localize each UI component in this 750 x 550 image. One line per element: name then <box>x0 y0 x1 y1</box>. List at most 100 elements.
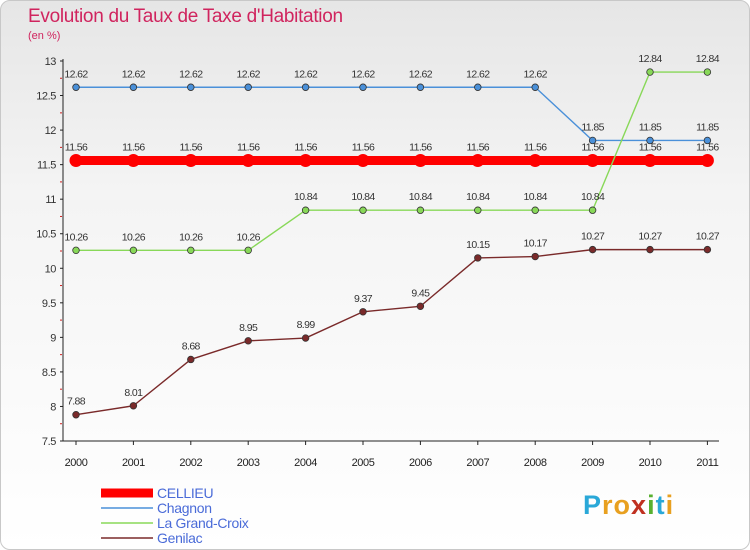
data-point <box>244 83 252 91</box>
data-point <box>359 206 367 214</box>
data-label: 11.56 <box>524 141 547 153</box>
legend-label-la-grand-croix: La Grand-Croix <box>157 514 249 531</box>
data-label: 10.26 <box>122 231 146 243</box>
data-point <box>301 206 310 214</box>
y-tick-label: 11.5 <box>37 160 56 172</box>
data-point <box>72 411 80 419</box>
logo-letter: P <box>583 490 603 520</box>
y-tick-label: 12.5 <box>36 91 56 103</box>
legend-item-genilac: Genilac <box>101 529 249 546</box>
data-label: 10.84 <box>466 191 490 203</box>
data-point <box>416 206 425 214</box>
data-point <box>474 254 482 262</box>
data-point <box>129 246 138 255</box>
data-point <box>184 153 198 167</box>
data-point <box>528 153 542 167</box>
data-label: 9.45 <box>411 287 430 299</box>
data-label: 12.62 <box>524 68 548 80</box>
legend-label-genilac: Genilac <box>157 529 203 546</box>
data-point <box>299 153 313 167</box>
data-label: 10.26 <box>237 231 261 243</box>
data-point <box>586 153 600 167</box>
data-label: 9.37 <box>354 293 373 305</box>
logo-letter: x <box>631 490 648 520</box>
data-label: 12.62 <box>409 68 433 80</box>
data-label: 7.88 <box>67 396 86 408</box>
y-tick-label: 8 <box>50 401 56 413</box>
data-label: 10.84 <box>524 191 548 203</box>
logo-letter: r <box>602 490 614 520</box>
data-point <box>129 402 138 410</box>
legend-label-chagnon: Chagnon <box>157 499 212 516</box>
y-tick-label: 12 <box>45 125 57 137</box>
data-label: 12.62 <box>294 68 318 80</box>
x-tick-label: 2011 <box>696 457 718 469</box>
data-point <box>72 83 80 91</box>
data-point <box>301 334 310 342</box>
data-point <box>359 83 367 91</box>
y-tick-label: 10.5 <box>36 229 56 241</box>
data-label: 8.95 <box>239 322 258 334</box>
data-point <box>244 246 252 255</box>
y-tick-label: 9 <box>50 332 56 344</box>
data-point <box>474 206 482 214</box>
y-tick-label: 9.5 <box>42 298 56 310</box>
x-tick-label: 2009 <box>581 457 604 469</box>
data-label: 11.56 <box>352 141 375 153</box>
y-tick-label: 11 <box>45 194 56 206</box>
data-point <box>531 252 539 261</box>
series-line <box>76 86 708 142</box>
x-tick-label: 2005 <box>352 457 375 469</box>
data-label: 11.85 <box>639 121 662 133</box>
data-point <box>359 308 367 316</box>
logo-letter: i <box>665 490 675 520</box>
x-tick-label: 2002 <box>179 457 202 469</box>
data-point <box>643 153 657 167</box>
x-tick-label: 2000 <box>65 457 88 469</box>
data-point <box>187 246 195 255</box>
data-label: 10.84 <box>409 191 433 203</box>
data-label: 12.62 <box>237 68 261 80</box>
data-label: 8.99 <box>297 319 316 331</box>
series-genilac: 7.88 8.01 8.68 8.95 8.99 9.37 9.45 10.15 10.17 10… <box>67 231 720 419</box>
legend-swatch-cellieu <box>101 488 153 497</box>
x-tick-label: 2004 <box>294 457 317 469</box>
data-point <box>531 206 539 214</box>
data-point <box>416 83 425 91</box>
logo-letter: i <box>647 490 656 520</box>
data-label: 10.26 <box>179 231 203 243</box>
series-chagnon: 12.62 12.62 12.62 12.62 12.62 12.62 12.62 12.62… <box>64 68 720 145</box>
data-label: 10.27 <box>638 231 662 243</box>
legend-swatch-genilac <box>101 536 153 539</box>
data-label: 11.56 <box>294 141 317 153</box>
legend: CELLIEU Chagnon La Grand-Croix Genilac <box>101 484 249 546</box>
x-tick-label: 2003 <box>237 457 260 469</box>
legend-swatch-chagnon <box>101 506 153 509</box>
legend-label-cellieu: CELLIEU <box>157 484 214 501</box>
series-line <box>76 71 708 252</box>
series-cellieu: 11.56 11.56 11.56 11.56 11.56 11.56 11.56 11.56… <box>65 141 720 167</box>
data-point <box>356 153 370 167</box>
data-point <box>531 83 539 91</box>
data-label: 10.27 <box>696 231 720 243</box>
data-point <box>646 68 654 76</box>
x-tick-label: 2010 <box>639 457 662 469</box>
data-point <box>416 302 425 310</box>
data-label: 11.56 <box>696 141 719 153</box>
data-label: 11.85 <box>696 121 719 133</box>
data-label: 10.27 <box>581 231 605 243</box>
data-label: 12.62 <box>64 68 88 80</box>
data-point <box>703 68 712 76</box>
data-label: 11.56 <box>639 141 662 153</box>
data-point <box>187 83 195 91</box>
y-tick-label: 13 <box>45 56 57 68</box>
data-label: 12.62 <box>466 68 490 80</box>
data-label: 10.84 <box>351 191 375 203</box>
data-point <box>413 153 427 167</box>
data-label: 11.56 <box>180 141 203 153</box>
x-tick-label: 2006 <box>409 457 432 469</box>
data-point <box>703 245 712 254</box>
x-tick-label: 2007 <box>466 457 489 469</box>
y-tick-label: 8.5 <box>42 367 56 379</box>
data-label: 12.62 <box>122 68 146 80</box>
